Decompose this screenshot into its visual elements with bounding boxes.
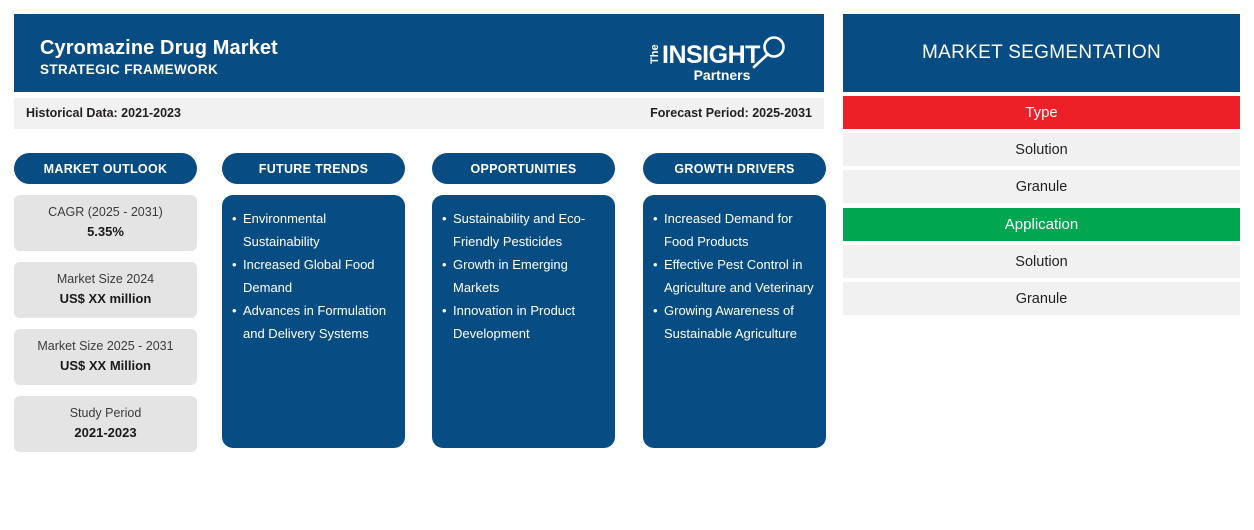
- forecast-period-label: Forecast Period: 2025-2031: [650, 106, 812, 120]
- opportunities-card: Sustainability and Eco-Friendly Pesticid…: [432, 195, 615, 448]
- growth-drivers-heading: GROWTH DRIVERS: [643, 153, 826, 184]
- segment-title-type: Type: [843, 96, 1240, 129]
- svg-text:The: The: [649, 44, 661, 64]
- list-item: Growth in Emerging Markets: [442, 253, 605, 299]
- list-item: Innovation in Product Development: [442, 299, 605, 345]
- list-item: Increased Demand for Food Products: [653, 207, 816, 253]
- stat-value: US$ XX million: [59, 291, 152, 306]
- stat-label: Market Size 2025 - 2031: [37, 339, 174, 353]
- segment-group-application: Application Solution Granule: [843, 208, 1240, 315]
- future-trends-heading: FUTURE TRENDS: [222, 153, 405, 184]
- stat-value: 5.35%: [87, 224, 124, 239]
- list-item: Growing Awareness of Sustainable Agricul…: [653, 299, 816, 345]
- list-item: Effective Pest Control in Agriculture an…: [653, 253, 816, 299]
- report-title-bar: Cyromazine Drug Market STRATEGIC FRAMEWO…: [14, 14, 824, 92]
- market-segmentation-panel: MARKET SEGMENTATION Type Solution Granul…: [843, 14, 1240, 315]
- column-growth-drivers: GROWTH DRIVERS Increased Demand for Food…: [643, 153, 826, 448]
- stat-label: CAGR (2025 - 2031): [48, 205, 163, 219]
- historical-data-label: Historical Data: 2021-2023: [26, 106, 181, 120]
- stat-card-study-period: Study Period 2021-2023: [14, 396, 197, 452]
- segment-item: Solution: [843, 245, 1240, 278]
- period-bar: Historical Data: 2021-2023 Forecast Peri…: [14, 98, 824, 129]
- stat-card-market-size-2024: Market Size 2024 US$ XX million: [14, 262, 197, 318]
- strategic-framework-panel: Cyromazine Drug Market STRATEGIC FRAMEWO…: [14, 14, 826, 460]
- svg-text:Partners: Partners: [694, 67, 751, 83]
- growth-drivers-list: Increased Demand for Food Products Effec…: [653, 207, 816, 345]
- segment-item: Granule: [843, 282, 1240, 315]
- stat-label: Market Size 2024: [56, 272, 155, 286]
- column-opportunities: OPPORTUNITIES Sustainability and Eco-Fri…: [432, 153, 615, 448]
- segment-title-application: Application: [843, 208, 1240, 241]
- list-item: Sustainability and Eco-Friendly Pesticid…: [442, 207, 605, 253]
- report-title-group: Cyromazine Drug Market STRATEGIC FRAMEWO…: [40, 36, 278, 78]
- svg-text:INSIGHT: INSIGHT: [662, 41, 760, 69]
- stat-card-market-size-2025-2031: Market Size 2025 - 2031 US$ XX Million: [14, 329, 197, 385]
- list-item: Environmental Sustainability: [232, 207, 395, 253]
- segment-item: Granule: [843, 170, 1240, 203]
- growth-drivers-card: Increased Demand for Food Products Effec…: [643, 195, 826, 448]
- opportunities-list: Sustainability and Eco-Friendly Pesticid…: [442, 207, 605, 345]
- stat-value: 2021-2023: [74, 425, 137, 440]
- stat-value: US$ XX Million: [59, 358, 151, 373]
- stat-card-cagr: CAGR (2025 - 2031) 5.35%: [14, 195, 197, 251]
- page-subtitle: STRATEGIC FRAMEWORK: [40, 62, 219, 77]
- framework-columns: MARKET OUTLOOK CAGR (2025 - 2031) 5.35% …: [14, 153, 826, 460]
- market-segmentation-heading: MARKET SEGMENTATION: [843, 14, 1240, 92]
- list-item: Advances in Formulation and Delivery Sys…: [232, 299, 395, 345]
- insight-partners-logo: The INSIGHT Partners: [648, 34, 796, 86]
- market-outlook-heading: MARKET OUTLOOK: [14, 153, 197, 184]
- stat-label: Study Period: [69, 406, 142, 420]
- future-trends-card: Environmental Sustainability Increased G…: [222, 195, 405, 448]
- segment-item: Solution: [843, 133, 1240, 166]
- segment-group-type: Type Solution Granule: [843, 96, 1240, 203]
- opportunities-heading: OPPORTUNITIES: [432, 153, 615, 184]
- page-title: Cyromazine Drug Market: [40, 37, 278, 59]
- column-future-trends: FUTURE TRENDS Environmental Sustainabili…: [222, 153, 405, 448]
- future-trends-list: Environmental Sustainability Increased G…: [232, 207, 395, 345]
- column-market-outlook: MARKET OUTLOOK CAGR (2025 - 2031) 5.35% …: [14, 153, 197, 452]
- list-item: Increased Global Food Demand: [232, 253, 395, 299]
